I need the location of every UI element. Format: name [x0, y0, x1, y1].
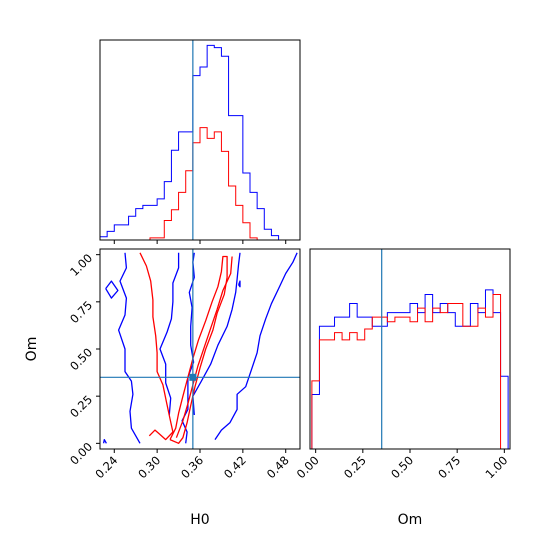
contour-x-tick-label: 0.24	[92, 453, 120, 481]
contour-y-tick-label: 0.50	[67, 345, 95, 373]
y-axis-label-om: Om	[24, 337, 40, 362]
contour-y-ticks: 0.00 0.25 0.50 0.75 1.00	[67, 251, 100, 468]
contour-series	[102, 252, 298, 444]
x-axis-label-om: Om	[398, 512, 423, 528]
om-histogram-x-tick-label: 0.75	[435, 453, 463, 481]
contour-line	[169, 255, 228, 444]
panel-om-histogram: 0.00 0.25 0.50 0.75 1.00	[294, 248, 511, 481]
h0-histogram-frame	[99, 39, 301, 241]
contour-line	[159, 252, 180, 416]
contour-x-tick-label: 0.30	[135, 453, 163, 481]
om-histogram-step	[311, 293, 509, 450]
contour-y-tick-label: 0.75	[67, 298, 95, 326]
om-histogram-frame	[309, 248, 511, 450]
contour-line	[214, 252, 298, 440]
contour-line	[117, 252, 141, 444]
panel-h0-om-contours: 0.24 0.30 0.36 0.42 0.48 0.00 0.25 0.50 0.75 1.0…	[67, 248, 301, 481]
om-histogram-series	[311, 289, 509, 450]
contour-line	[105, 280, 119, 299]
contour-y-tick-label: 0.00	[67, 440, 95, 468]
contour-x-tick-label: 0.48	[264, 453, 292, 481]
om-histogram-x-tick-label: 0.25	[341, 453, 369, 481]
contour-line	[192, 252, 241, 416]
om-histogram-x-tick-label: 1.00	[482, 453, 510, 481]
contour-line	[175, 256, 233, 438]
panel-h0-histogram	[99, 39, 301, 244]
om-histogram-step	[311, 289, 509, 449]
h0-histogram-ticks	[113, 240, 287, 244]
truth-marker	[189, 373, 197, 381]
contour-line	[237, 280, 241, 288]
contour-x-ticks: 0.24 0.30 0.36 0.42 0.48	[92, 449, 292, 481]
contour-x-tick-label: 0.36	[178, 453, 206, 481]
om-histogram-x-tick-label: 0.50	[388, 453, 416, 481]
om-histogram-ticks: 0.00 0.25 0.50 0.75 1.00	[294, 449, 510, 481]
h0-histogram-step	[99, 44, 300, 241]
x-axis-label-h0: H0	[190, 512, 209, 528]
om-histogram-x-tick-label: 0.00	[294, 453, 322, 481]
contour-y-tick-label: 1.00	[67, 251, 95, 279]
contour-line	[139, 252, 174, 441]
contour-frame	[99, 248, 301, 450]
contour-line	[102, 438, 107, 444]
contour-y-tick-label: 0.25	[67, 392, 95, 420]
contour-x-tick-label: 0.42	[221, 453, 249, 481]
